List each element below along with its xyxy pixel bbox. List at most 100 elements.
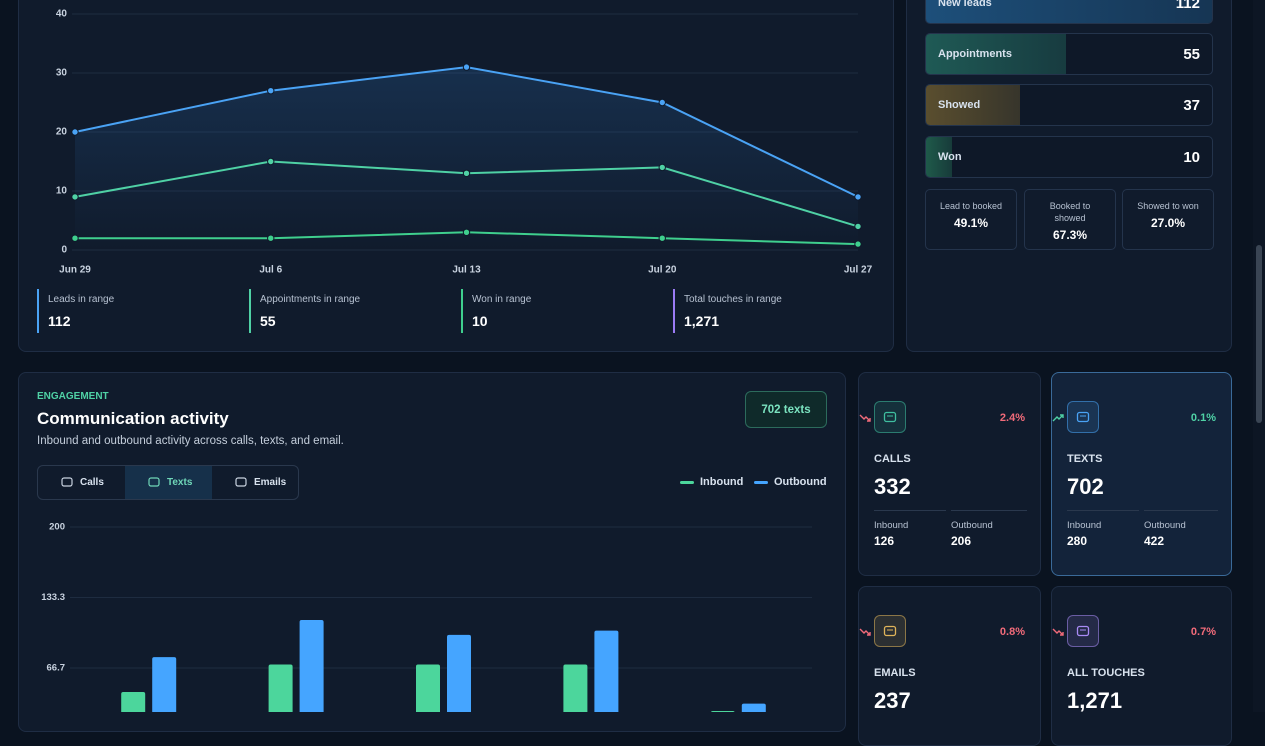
- funnel-value: 10: [1183, 149, 1200, 166]
- card-icon: [1067, 401, 1099, 433]
- funnel-bar: [926, 0, 1212, 23]
- y-tick-label: 200: [49, 522, 65, 533]
- summary-value: 55: [260, 313, 276, 329]
- trend-change: 0.7%: [1190, 626, 1216, 638]
- outbound-label: Outbound: [1144, 520, 1186, 531]
- y-tick-label: 10: [56, 186, 68, 197]
- area: [75, 67, 858, 250]
- card-icon: [874, 401, 906, 433]
- funnel-row: Won 10: [925, 136, 1213, 178]
- y-tick-label: 133.3: [41, 592, 65, 603]
- x-tick-label: Jul 27: [844, 265, 873, 276]
- card-total: 1,271: [1067, 688, 1123, 713]
- tab-label: Texts: [167, 477, 193, 488]
- outbound-label: Outbound: [951, 520, 993, 531]
- legend-swatch: [680, 481, 694, 484]
- x-tick-label: Jun 29: [59, 265, 91, 276]
- funnel-row: Showed 37: [925, 84, 1213, 126]
- inbound-value: 126: [874, 534, 895, 548]
- conversion-label: Booked to showed: [1049, 201, 1091, 223]
- x-tick-label: Jul 13: [452, 265, 481, 276]
- conversion-value: 67.3%: [1052, 228, 1088, 242]
- divider: [1067, 510, 1139, 511]
- trend-arrow: [1052, 414, 1064, 422]
- tab[interactable]: Emails: [212, 466, 298, 499]
- tab[interactable]: Texts: [125, 466, 212, 499]
- point: [854, 222, 862, 231]
- icon-glyph: [1076, 411, 1090, 423]
- conversion-label: Showed to won: [1137, 201, 1199, 211]
- divider: [874, 510, 946, 511]
- trend-arrow: [859, 628, 871, 636]
- tab-icon: [148, 477, 160, 487]
- trend-arrow: [859, 414, 871, 422]
- line-chart: 0 10 20 30 40 Jun 29 Jul 6 Jul 13 Jul 20 Jul 27: [56, 9, 873, 276]
- summary-item: Won in range 10: [461, 289, 653, 333]
- eyebrow: ENGAGEMENT: [37, 391, 109, 402]
- y-tick-label: 30: [56, 68, 68, 79]
- bar: [121, 691, 146, 712]
- outbound-value: 422: [1144, 534, 1165, 548]
- point: [462, 63, 471, 71]
- section-title: Communication activity: [37, 409, 229, 428]
- y-tick-label: 66.7: [47, 662, 66, 673]
- point: [854, 193, 862, 201]
- bar: [563, 664, 588, 712]
- point: [658, 98, 666, 107]
- tab-label: Calls: [80, 477, 104, 488]
- section-subtitle: Inbound and outbound activity across cal…: [37, 435, 344, 447]
- outbound-value: 206: [951, 534, 972, 548]
- funnel-label: New leads: [938, 0, 992, 9]
- x-tick-label: Jul 20: [648, 265, 677, 276]
- point: [658, 163, 666, 172]
- summary-value: 112: [48, 313, 71, 329]
- summary-value: 1,271: [684, 313, 720, 329]
- card-total: 332: [874, 474, 911, 499]
- tabs: Calls Texts Emails: [37, 465, 299, 500]
- conversion-box: Showed to won 27.0%: [1122, 189, 1214, 250]
- point: [267, 87, 275, 95]
- y-tick-label: 0: [61, 245, 67, 256]
- tab-label: Emails: [254, 477, 287, 488]
- icon-glyph: [883, 625, 897, 637]
- card-icon: [1067, 615, 1099, 647]
- legend-label: Inbound: [700, 476, 744, 488]
- point: [71, 193, 79, 201]
- inbound-label: Inbound: [1067, 520, 1102, 531]
- page: 0 10 20 30 40 Jun 29 Jul 6 Jul 13 Jul 20 Jul 27 6…: [18, 0, 1262, 746]
- tab[interactable]: Calls: [38, 466, 125, 499]
- badge: 702 texts: [745, 391, 827, 428]
- summary-item: Appointments in range 55: [249, 289, 441, 333]
- icon-glyph: [883, 411, 897, 423]
- summary-label: Total touches in range: [684, 294, 782, 305]
- card-label: ALL TOUCHES: [1067, 667, 1145, 679]
- card-label: TEXTS: [1067, 453, 1103, 465]
- point: [267, 157, 275, 166]
- x-tick-label: Jul 6: [259, 265, 282, 276]
- funnel-bar: [926, 85, 1021, 125]
- tab-icon: [235, 477, 247, 487]
- bar-chart: 66.7 133.3 200: [41, 522, 812, 712]
- y-tick-label: 20: [56, 127, 68, 138]
- trend-change: 0.8%: [999, 626, 1025, 638]
- funnel-label: Appointments: [938, 48, 1012, 60]
- funnel-value: 112: [1175, 0, 1200, 12]
- inbound-value: 280: [1067, 534, 1088, 548]
- card-icon: [874, 615, 906, 647]
- conversion-value: 49.1%: [953, 216, 989, 230]
- y-tick-label: 40: [56, 9, 68, 20]
- funnel-label: Won: [938, 151, 962, 163]
- scroll-thumb[interactable]: [1256, 245, 1262, 423]
- conversion-box: Booked to showed 67.3%: [1024, 189, 1116, 250]
- point: [267, 234, 275, 242]
- stat-card: 0.7% ALL TOUCHES 1,271: [1051, 586, 1232, 746]
- trend-change: 2.4%: [999, 412, 1025, 424]
- summary-item: Total touches in range 1,271: [673, 289, 865, 333]
- conversion-label: Lead to booked: [939, 201, 1003, 211]
- point: [658, 234, 666, 242]
- tab-icon: [61, 477, 73, 487]
- summary-value: 10: [472, 313, 488, 329]
- trend-change: 0.1%: [1190, 412, 1216, 424]
- point: [462, 169, 471, 178]
- bar: [268, 664, 293, 712]
